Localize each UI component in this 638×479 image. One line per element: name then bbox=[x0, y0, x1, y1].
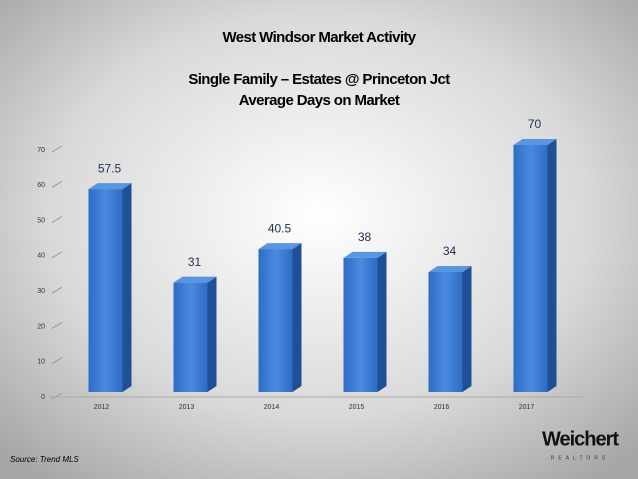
bar-top bbox=[88, 183, 132, 190]
y-tick-label: 60 bbox=[37, 182, 45, 189]
y-tick-label: 30 bbox=[37, 288, 45, 295]
bar-side bbox=[462, 266, 472, 392]
bar bbox=[88, 189, 123, 392]
bar bbox=[343, 257, 378, 392]
tick-mark bbox=[51, 145, 63, 153]
bar-top bbox=[258, 243, 302, 250]
tick-mark bbox=[51, 286, 63, 294]
value-label: 40.5 bbox=[268, 221, 292, 235]
logo-tagline: REALTORS bbox=[551, 455, 610, 461]
x-tick-label: 2017 bbox=[519, 404, 535, 411]
bar-side bbox=[292, 243, 302, 392]
source-note: Source: Trend MLS bbox=[10, 455, 79, 464]
tick-mark bbox=[51, 357, 63, 365]
x-tick-label: 2015 bbox=[349, 404, 365, 411]
y-tick-label: 40 bbox=[37, 253, 45, 260]
bar bbox=[428, 272, 463, 392]
chart-subtitle: Single Family – Estates @ Princeton Jct bbox=[188, 71, 450, 88]
tick-mark bbox=[51, 180, 63, 188]
tick-mark bbox=[51, 216, 63, 224]
chart-title: West Windsor Market Activity bbox=[222, 29, 416, 46]
tick-mark bbox=[51, 321, 63, 329]
bar-side bbox=[377, 251, 387, 392]
y-tick-label: 20 bbox=[37, 323, 45, 330]
x-tick-label: 2016 bbox=[434, 404, 450, 411]
value-label: 70 bbox=[528, 117, 542, 131]
chart-subtitle: Average Days on Market bbox=[239, 92, 400, 109]
tick-mark bbox=[51, 251, 63, 259]
bar-top bbox=[173, 276, 217, 283]
x-tick-label: 2013 bbox=[179, 404, 195, 411]
bar-top bbox=[428, 266, 472, 273]
y-tick-label: 50 bbox=[37, 217, 45, 224]
bar bbox=[173, 282, 208, 392]
value-label: 38 bbox=[358, 230, 372, 244]
bar-side bbox=[547, 139, 557, 392]
x-tick-label: 2012 bbox=[94, 404, 110, 411]
y-tick-label: 0 bbox=[41, 394, 45, 401]
value-label: 34 bbox=[443, 244, 457, 258]
logo: Weichert bbox=[542, 428, 619, 450]
bar-side bbox=[207, 276, 217, 392]
tick-mark bbox=[51, 392, 63, 400]
bar-top bbox=[343, 251, 387, 258]
bar-side bbox=[122, 183, 132, 392]
x-tick-label: 2014 bbox=[264, 404, 280, 411]
value-label: 31 bbox=[188, 255, 202, 269]
value-label: 57.5 bbox=[98, 161, 122, 175]
bar bbox=[513, 145, 548, 392]
y-tick-label: 10 bbox=[37, 359, 45, 366]
bar-top bbox=[513, 139, 557, 145]
bar bbox=[258, 249, 293, 392]
y-tick-label: 70 bbox=[37, 147, 45, 154]
